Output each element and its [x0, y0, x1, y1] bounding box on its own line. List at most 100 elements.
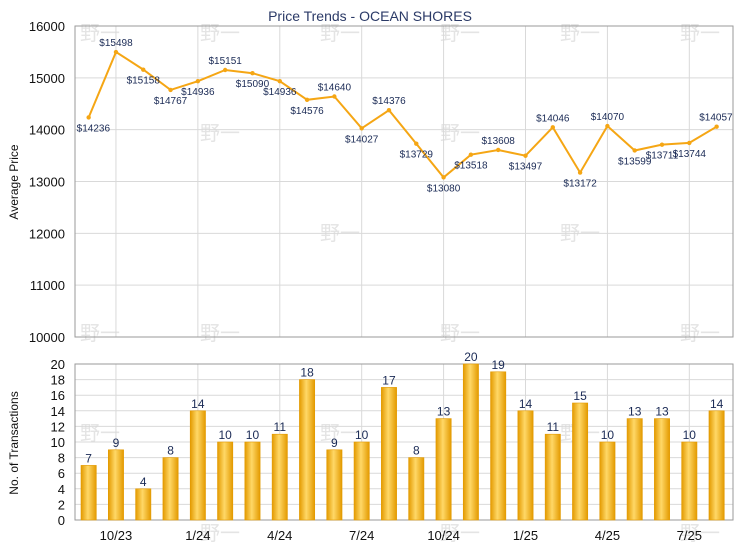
transactions-value-label: 14: [191, 397, 205, 411]
transactions-bar: [162, 457, 179, 521]
watermark-glyph: 野一: [80, 321, 120, 345]
transactions-bar: [490, 371, 507, 521]
transactions-series: 7 9 4 8 14 10 10 11 18 9 10 17 8 13 20 19 14 11 15 10 13 13 10…: [80, 350, 725, 521]
transactions-bar: [217, 441, 234, 521]
price-y-tick-label: 11000: [30, 278, 65, 293]
price-value-label: $14027: [345, 134, 379, 145]
transactions-value-label: 8: [413, 444, 420, 458]
price-value-label: $15090: [236, 79, 270, 90]
watermark-glyph: 野一: [200, 121, 240, 145]
transactions-y-tick-label: 14: [51, 404, 65, 419]
watermark-glyph: 野一: [200, 321, 240, 345]
price-point: [168, 87, 173, 93]
transactions-bar: [626, 418, 643, 521]
price-point: [414, 141, 419, 146]
transactions-bar: [681, 441, 698, 521]
price-value-label: $14767: [154, 96, 188, 107]
price-point: [605, 123, 610, 129]
price-value-label: $13172: [563, 179, 597, 190]
watermark-glyph: 野一: [680, 21, 720, 45]
price-point: [222, 67, 228, 73]
transactions-bar: [80, 465, 97, 521]
transactions-bar: [654, 418, 670, 521]
price-point: [359, 126, 364, 131]
watermark-glyph: 野一: [200, 521, 240, 545]
transactions-y-tick-label: 6: [58, 466, 65, 481]
price-point: [250, 70, 255, 76]
price-y-ticks: 10000 11000 12000 13000 14000 15000 16000: [29, 19, 65, 345]
price-y-tick-label: 15000: [29, 71, 65, 86]
transactions-y-axis-label: No. of Transactions: [7, 391, 21, 494]
price-point: [468, 152, 474, 157]
watermark-glyph: 野一: [320, 421, 360, 445]
price-point: [86, 115, 91, 120]
transactions-y-tick-label: 18: [51, 373, 65, 388]
price-point: [113, 49, 119, 55]
price-value-label: $13599: [618, 156, 652, 167]
price-series: $14236$15498$15158$14767$14936$15151$150…: [77, 38, 733, 194]
price-panel-frame: [74, 25, 734, 338]
transactions-value-label: 11: [547, 420, 560, 434]
x-tick-label: 7/24: [349, 528, 374, 543]
transactions-bar: [381, 387, 397, 521]
transactions-bar: [108, 449, 124, 521]
transactions-y-tick-label: 12: [51, 419, 65, 434]
watermark-glyph: 野一: [440, 21, 480, 45]
watermark-glyph: 野一: [80, 421, 120, 445]
transactions-bar: [271, 433, 288, 521]
transactions-value-label: 9: [331, 436, 338, 450]
price-value-label: $14046: [536, 113, 570, 124]
price-value-label: $13080: [427, 183, 461, 194]
x-tick-label: 1/25: [513, 528, 538, 543]
transactions-value-label: 4: [140, 475, 147, 489]
price-value-label: $15151: [208, 56, 242, 67]
price-value-label: $14936: [181, 87, 215, 98]
price-point: [195, 78, 201, 84]
price-value-label: $15498: [99, 38, 133, 49]
transactions-y-tick-label: 2: [58, 497, 65, 512]
transactions-value-label: 18: [300, 366, 314, 380]
price-point: [332, 94, 337, 99]
price-value-label: $14236: [77, 123, 111, 134]
price-y-tick-label: 12000: [29, 226, 65, 241]
x-tick-label: 7/25: [677, 528, 702, 543]
transactions-bar: [435, 418, 452, 521]
price-value-label: $14936: [263, 87, 297, 98]
transactions-bar: [299, 379, 316, 521]
price-point: [304, 97, 310, 103]
price-point: [386, 107, 392, 113]
watermark-glyph: 野一: [80, 21, 120, 45]
price-y-tick-label: 10000: [29, 330, 65, 345]
price-y-tick-label: 16000: [29, 19, 65, 34]
chart-title: Price Trends - OCEAN SHORES: [268, 8, 472, 24]
transactions-bar: [599, 441, 616, 521]
price-point: [441, 175, 446, 180]
x-tick-label: 10/24: [427, 528, 460, 543]
transactions-value-label: 10: [246, 428, 260, 442]
price-value-label: $13744: [673, 149, 707, 160]
watermark-layer: 野一野一野一野一野一野一野一野一野一野一野一野一野一野一野一野一野一野一野一野一: [80, 21, 720, 545]
transactions-bar: [708, 410, 725, 521]
price-value-label: $14576: [290, 106, 324, 117]
watermark-glyph: 野一: [680, 321, 720, 345]
price-value-label: $14640: [318, 82, 352, 93]
watermark-glyph: 野一: [560, 21, 600, 45]
transactions-bar: [244, 441, 261, 521]
price-grid: [75, 25, 733, 338]
transactions-value-label: 19: [492, 358, 506, 372]
transactions-panel-frame: [74, 363, 734, 521]
price-point: [687, 140, 692, 146]
transactions-bar: [353, 441, 370, 521]
price-point: [523, 153, 528, 158]
price-point: [632, 148, 637, 153]
x-tick-label: 4/25: [595, 528, 620, 543]
watermark-glyph: 野一: [440, 121, 480, 145]
transactions-bar: [326, 449, 343, 521]
x-tick-label: 4/24: [267, 528, 292, 543]
price-point: [550, 125, 556, 130]
price-value-label: $13711: [646, 151, 679, 162]
transactions-value-label: 14: [710, 397, 724, 411]
transactions-bar: [408, 457, 425, 521]
